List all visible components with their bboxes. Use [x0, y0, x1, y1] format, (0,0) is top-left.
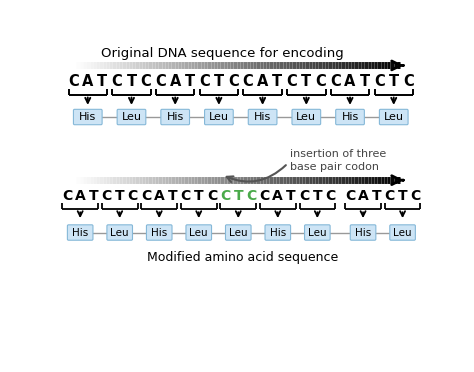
FancyBboxPatch shape	[390, 225, 415, 240]
FancyBboxPatch shape	[350, 225, 376, 240]
FancyBboxPatch shape	[226, 225, 251, 240]
Text: T: T	[89, 189, 98, 203]
FancyBboxPatch shape	[265, 225, 291, 240]
Text: T: T	[127, 74, 137, 89]
Text: C: C	[246, 189, 256, 203]
Text: T: T	[286, 189, 296, 203]
Text: C: C	[243, 74, 254, 89]
Text: C: C	[325, 189, 336, 203]
Text: Original DNA sequence for encoding: Original DNA sequence for encoding	[100, 47, 343, 60]
Text: T: T	[168, 189, 177, 203]
Text: Leu: Leu	[384, 112, 404, 122]
Text: C: C	[141, 189, 151, 203]
Text: His: His	[151, 228, 167, 237]
Text: T: T	[372, 189, 381, 203]
FancyBboxPatch shape	[205, 109, 233, 125]
FancyBboxPatch shape	[161, 109, 190, 125]
Text: Modified amino acid sequence: Modified amino acid sequence	[147, 251, 338, 264]
Text: A: A	[170, 74, 181, 89]
Text: A: A	[358, 189, 368, 203]
Text: Leu: Leu	[121, 112, 141, 122]
Text: A: A	[82, 74, 93, 89]
Text: Leu: Leu	[393, 228, 412, 237]
FancyBboxPatch shape	[146, 225, 172, 240]
Text: T: T	[272, 74, 282, 89]
FancyBboxPatch shape	[107, 225, 133, 240]
Text: A: A	[75, 189, 85, 203]
Text: His: His	[72, 228, 88, 237]
Text: T: T	[312, 189, 322, 203]
FancyBboxPatch shape	[186, 225, 211, 240]
Text: C: C	[299, 189, 309, 203]
Text: T: T	[214, 74, 224, 89]
Text: Leu: Leu	[190, 228, 208, 237]
Text: C: C	[403, 74, 414, 89]
Text: His: His	[254, 112, 271, 122]
Text: C: C	[101, 189, 112, 203]
Text: C: C	[111, 74, 122, 89]
Text: T: T	[360, 74, 370, 89]
Text: His: His	[355, 228, 371, 237]
Text: T: T	[301, 74, 311, 89]
Text: insertion of three
base pair codon: insertion of three base pair codon	[290, 148, 386, 172]
Text: Leu: Leu	[209, 112, 229, 122]
Text: T: T	[389, 74, 399, 89]
Text: A: A	[344, 74, 356, 89]
Text: His: His	[270, 228, 286, 237]
Text: Leu: Leu	[296, 112, 316, 122]
Text: C: C	[220, 189, 230, 203]
FancyBboxPatch shape	[67, 225, 93, 240]
Text: C: C	[410, 189, 421, 203]
Text: T: T	[194, 189, 203, 203]
Text: His: His	[341, 112, 359, 122]
Text: C: C	[155, 74, 166, 89]
Text: C: C	[374, 74, 384, 89]
Text: T: T	[185, 74, 195, 89]
Text: C: C	[181, 189, 191, 203]
Text: C: C	[207, 189, 217, 203]
Text: C: C	[316, 74, 326, 89]
Text: A: A	[273, 189, 283, 203]
Text: T: T	[234, 189, 243, 203]
Text: Leu: Leu	[110, 228, 129, 237]
Text: Leu: Leu	[229, 228, 247, 237]
Text: C: C	[345, 189, 355, 203]
Text: Leu: Leu	[308, 228, 327, 237]
FancyBboxPatch shape	[73, 109, 102, 125]
Text: C: C	[286, 74, 297, 89]
Text: A: A	[257, 74, 268, 89]
Text: T: T	[115, 189, 125, 203]
Text: His: His	[79, 112, 96, 122]
Text: C: C	[199, 74, 210, 89]
Text: C: C	[68, 74, 79, 89]
Text: A: A	[154, 189, 164, 203]
FancyBboxPatch shape	[379, 109, 408, 125]
FancyBboxPatch shape	[117, 109, 146, 125]
FancyBboxPatch shape	[248, 109, 277, 125]
Text: C: C	[259, 189, 270, 203]
Text: T: T	[97, 74, 108, 89]
Text: C: C	[141, 74, 151, 89]
Text: C: C	[384, 189, 394, 203]
FancyBboxPatch shape	[304, 225, 330, 240]
Text: T: T	[398, 189, 407, 203]
Text: C: C	[330, 74, 341, 89]
FancyBboxPatch shape	[336, 109, 365, 125]
FancyBboxPatch shape	[292, 109, 320, 125]
Text: C: C	[62, 189, 72, 203]
Text: His: His	[166, 112, 184, 122]
Text: C: C	[128, 189, 138, 203]
Text: C: C	[228, 74, 239, 89]
